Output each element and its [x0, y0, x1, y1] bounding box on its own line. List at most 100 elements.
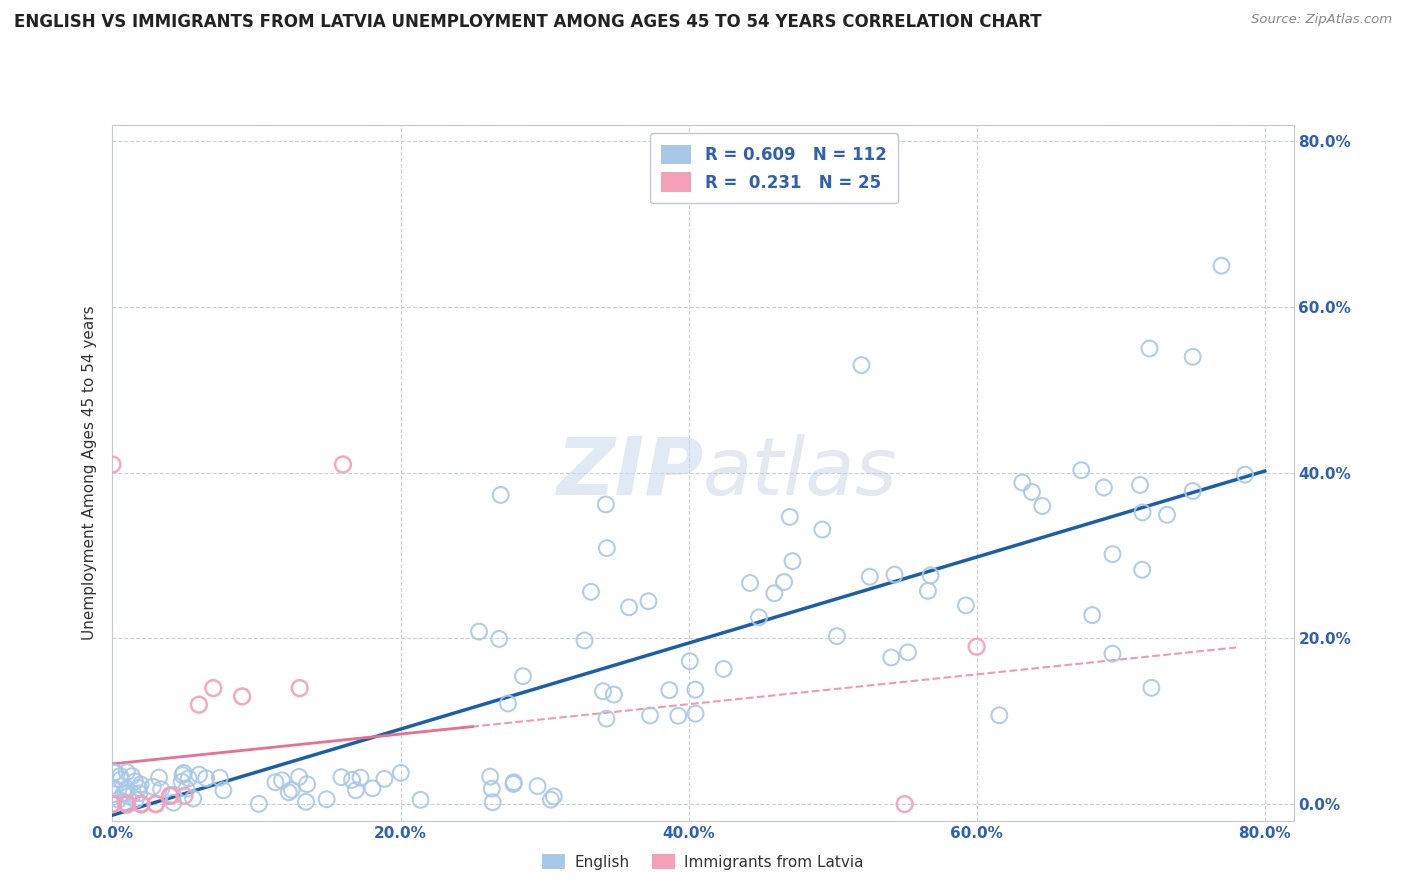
Point: [159, 789, 181, 803]
Point: [142, 780, 165, 794]
Point: [177, 772, 200, 786]
Point: [685, 706, 707, 721]
Point: [129, 797, 152, 811]
Point: [172, 768, 194, 782]
Point: [1140, 681, 1163, 695]
Point: [231, 690, 253, 704]
Point: [917, 583, 939, 598]
Point: [1021, 484, 1043, 499]
Point: [1129, 478, 1152, 492]
Point: [129, 797, 152, 811]
Point: [920, 568, 942, 582]
Point: [502, 777, 524, 791]
Point: [150, 782, 173, 797]
Point: [173, 766, 195, 780]
Point: [110, 772, 132, 787]
Point: [409, 793, 432, 807]
Point: [526, 779, 548, 793]
Point: [148, 771, 170, 785]
Point: [1101, 647, 1123, 661]
Point: [592, 684, 614, 698]
Point: [108, 769, 131, 783]
Point: [685, 682, 707, 697]
Point: [101, 797, 124, 811]
Point: [658, 683, 681, 698]
Point: [880, 650, 903, 665]
Point: [883, 567, 905, 582]
Point: [489, 488, 512, 502]
Point: [115, 797, 138, 811]
Point: [129, 797, 152, 811]
Point: [295, 795, 318, 809]
Point: [595, 497, 617, 511]
Point: [779, 509, 801, 524]
Point: [128, 780, 150, 795]
Point: [1031, 499, 1053, 513]
Point: [1156, 508, 1178, 522]
Point: [103, 781, 125, 796]
Point: [145, 797, 167, 811]
Point: [124, 793, 146, 807]
Point: [187, 698, 209, 712]
Point: [117, 789, 139, 804]
Point: [159, 789, 181, 803]
Point: [782, 554, 804, 568]
Point: [349, 771, 371, 785]
Point: [1139, 342, 1161, 356]
Point: [763, 586, 786, 600]
Point: [212, 783, 235, 797]
Point: [332, 458, 354, 472]
Point: [264, 775, 287, 789]
Point: [574, 633, 596, 648]
Point: [713, 662, 735, 676]
Point: [288, 770, 311, 784]
Point: [748, 610, 770, 624]
Point: [181, 791, 204, 805]
Point: [129, 797, 152, 811]
Point: [295, 777, 318, 791]
Point: [373, 772, 395, 786]
Point: [617, 600, 640, 615]
Point: [101, 797, 124, 811]
Point: [773, 574, 796, 589]
Point: [114, 795, 136, 809]
Point: [188, 767, 211, 781]
Point: [128, 786, 150, 800]
Point: [124, 774, 146, 789]
Point: [104, 765, 127, 780]
Text: ENGLISH VS IMMIGRANTS FROM LATVIA UNEMPLOYMENT AMONG AGES 45 TO 54 YEARS CORRELA: ENGLISH VS IMMIGRANTS FROM LATVIA UNEMPL…: [14, 13, 1042, 31]
Point: [468, 624, 491, 639]
Point: [666, 708, 689, 723]
Point: [280, 783, 302, 797]
Point: [966, 640, 988, 654]
Point: [543, 789, 565, 804]
Point: [1181, 483, 1204, 498]
Point: [1211, 259, 1233, 273]
Text: atlas: atlas: [703, 434, 898, 512]
Point: [637, 594, 659, 608]
Text: Source: ZipAtlas.com: Source: ZipAtlas.com: [1251, 13, 1392, 27]
Y-axis label: Unemployment Among Ages 45 to 54 years: Unemployment Among Ages 45 to 54 years: [82, 305, 97, 640]
Point: [389, 765, 412, 780]
Point: [101, 797, 124, 811]
Point: [955, 599, 977, 613]
Point: [170, 774, 193, 789]
Point: [103, 787, 125, 801]
Point: [115, 781, 138, 796]
Point: [579, 584, 602, 599]
Point: [114, 786, 136, 800]
Point: [1101, 547, 1123, 561]
Point: [512, 669, 534, 683]
Point: [247, 797, 270, 811]
Point: [603, 688, 626, 702]
Legend: English, Immigrants from Latvia: English, Immigrants from Latvia: [536, 847, 870, 876]
Point: [1181, 350, 1204, 364]
Point: [330, 770, 353, 784]
Point: [1092, 481, 1115, 495]
Point: [115, 765, 138, 780]
Point: [479, 770, 502, 784]
Point: [811, 523, 834, 537]
Point: [1011, 475, 1033, 490]
Point: [344, 783, 367, 797]
Point: [115, 797, 138, 811]
